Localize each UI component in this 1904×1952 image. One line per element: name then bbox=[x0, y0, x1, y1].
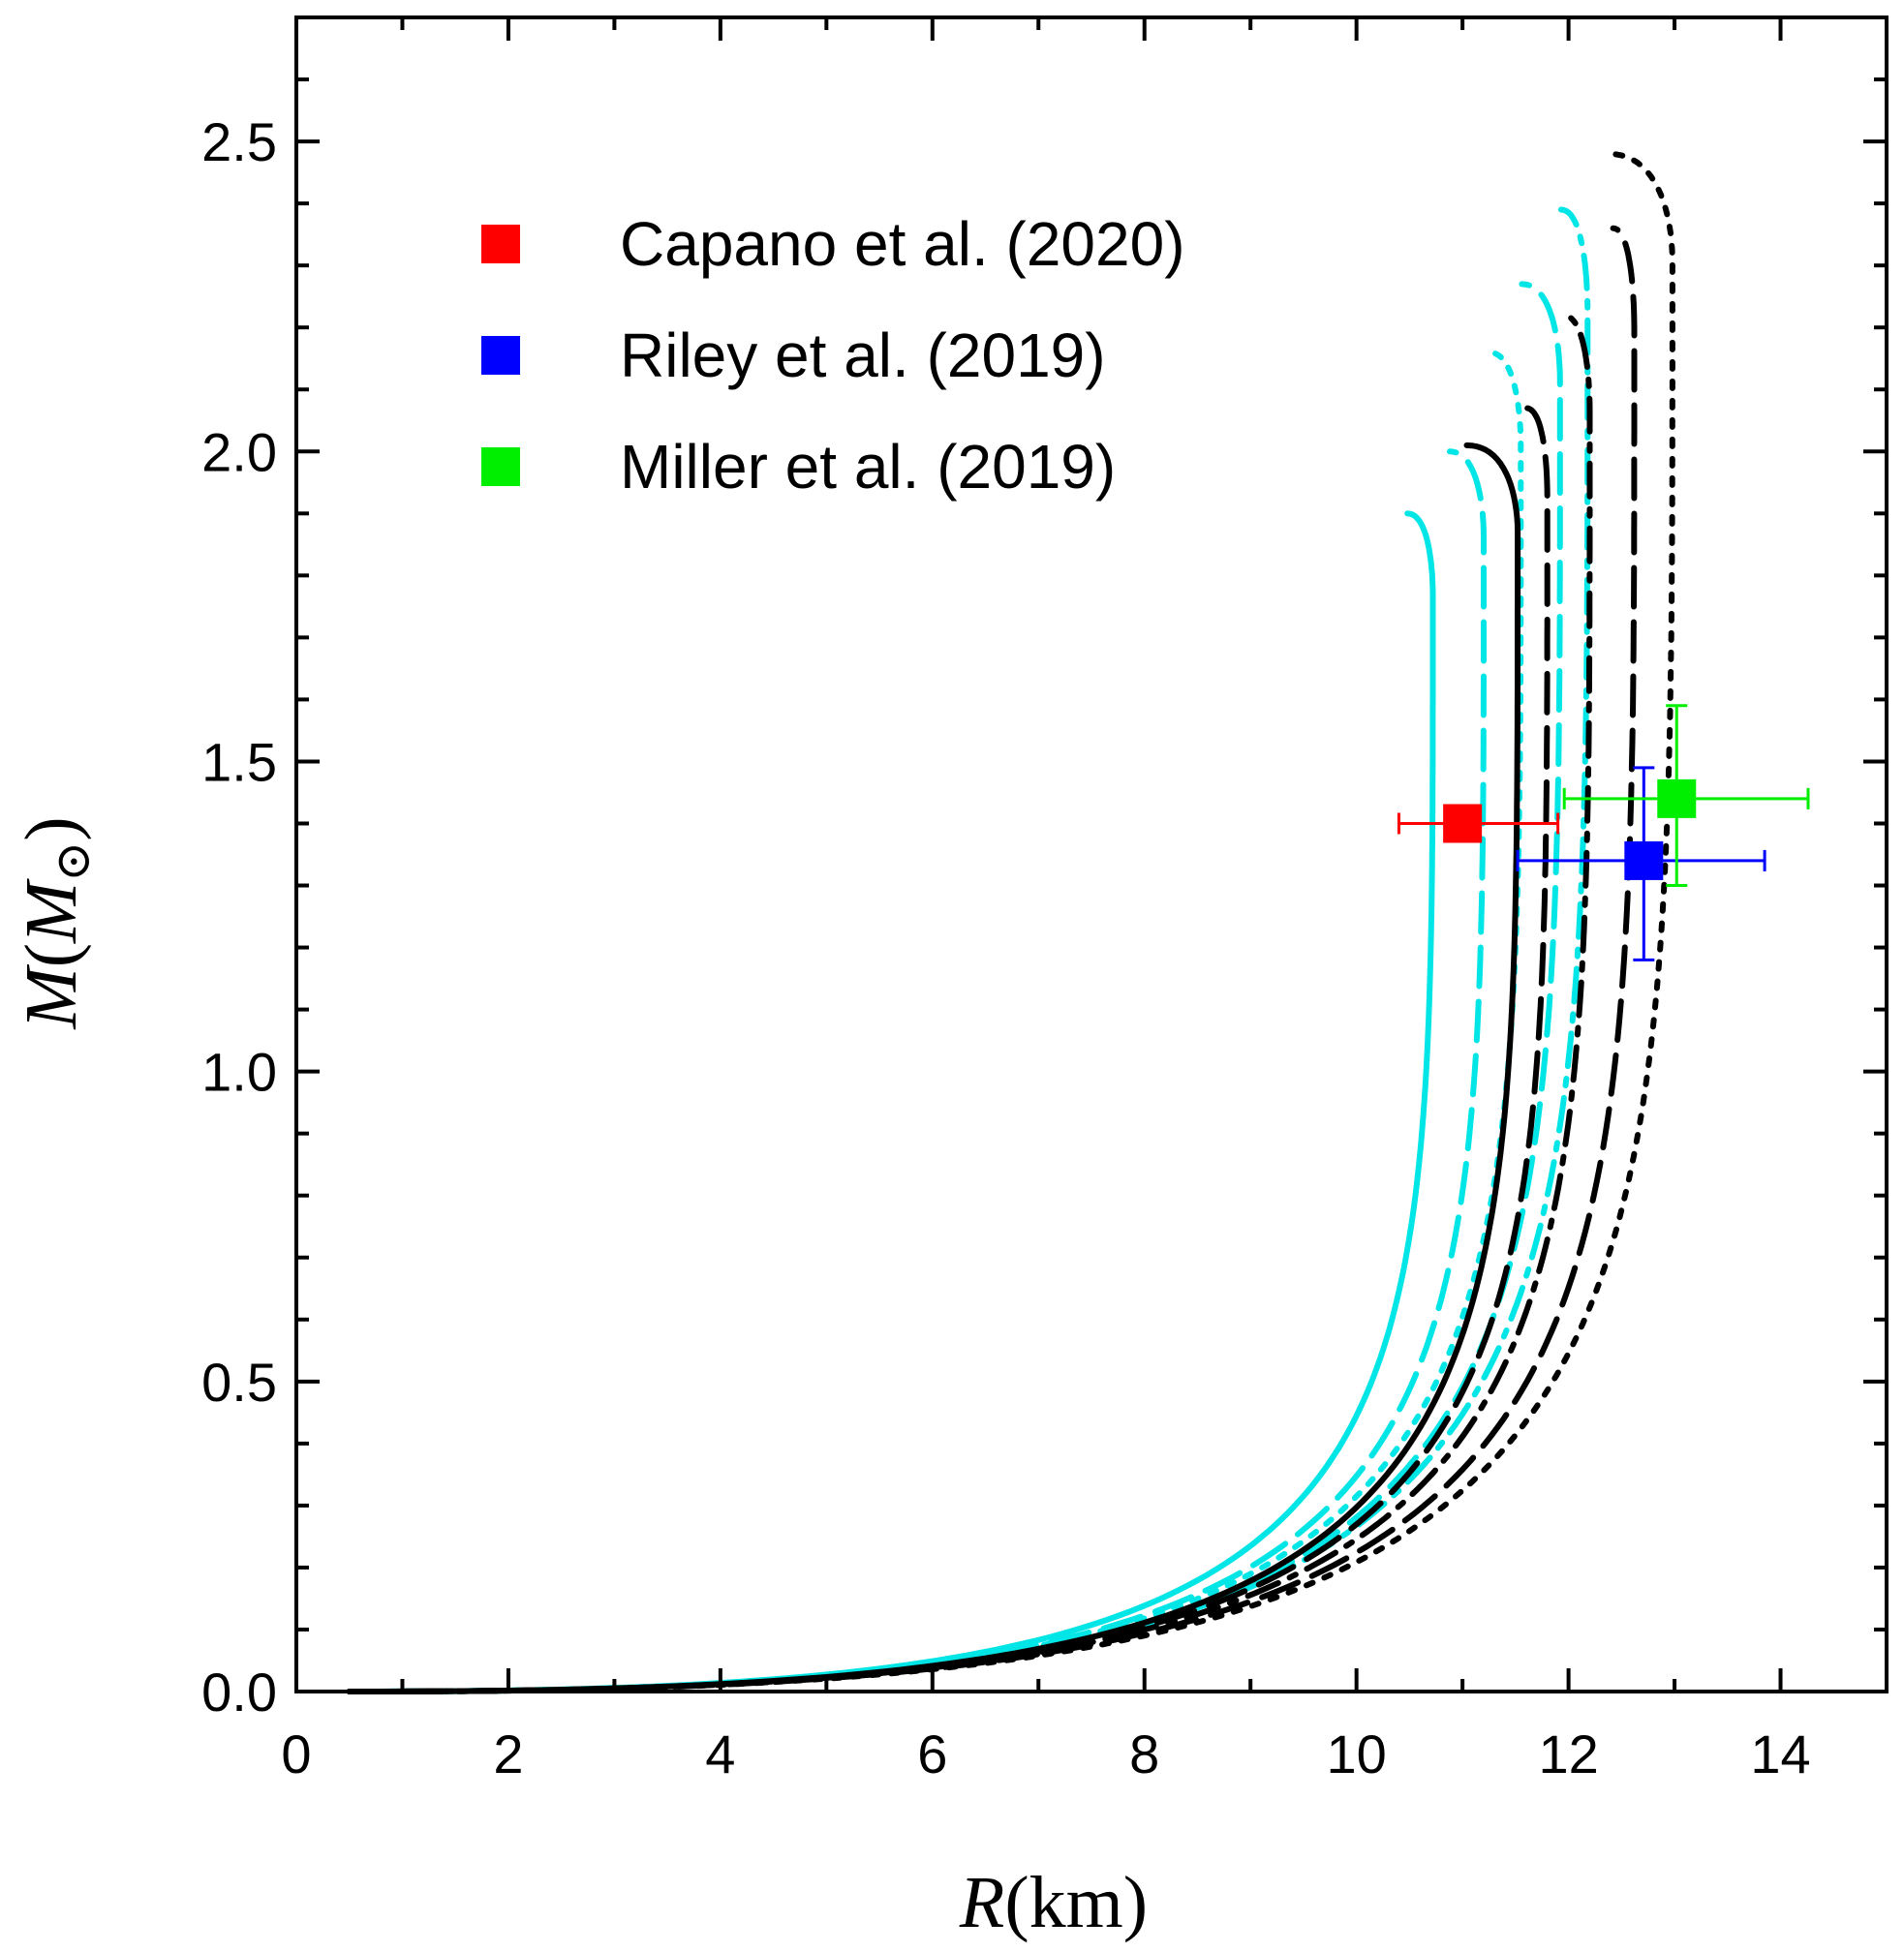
x-tick-label: 10 bbox=[1327, 1723, 1387, 1784]
observation-marker bbox=[1443, 804, 1483, 843]
legend-marker bbox=[481, 336, 520, 375]
legend-marker bbox=[481, 447, 520, 486]
y-tick-label: 2.0 bbox=[201, 421, 277, 482]
x-axis-title: R(km) bbox=[959, 1862, 1148, 1943]
series-cyan-solid bbox=[346, 510, 1436, 1694]
y-tick-label: 1.0 bbox=[201, 1042, 277, 1103]
legend-label: Miller et al. (2019) bbox=[620, 432, 1116, 502]
observation-marker bbox=[1657, 778, 1697, 818]
legend-label: Riley et al. (2019) bbox=[620, 320, 1106, 390]
y-axis-title: M(M⊙) bbox=[11, 816, 100, 1029]
observation-marker bbox=[1624, 840, 1664, 880]
series-cyan-dashed bbox=[346, 448, 1487, 1694]
series-black-dotted bbox=[346, 150, 1675, 1694]
legend: Capano et al. (2020) Riley et al. (2019) M… bbox=[481, 209, 1185, 502]
legend-label: Capano et al. (2020) bbox=[620, 209, 1185, 279]
legend-item: Riley et al. (2019) bbox=[481, 320, 1106, 390]
observation-layer bbox=[1397, 704, 1810, 961]
y-tick-label: 0.5 bbox=[201, 1352, 277, 1413]
x-tick-label: 0 bbox=[281, 1723, 311, 1784]
y-tick-label: 0.0 bbox=[201, 1662, 277, 1723]
y-tick-label: 1.5 bbox=[201, 731, 277, 792]
x-tick-label: 12 bbox=[1538, 1723, 1598, 1784]
observation-point bbox=[1562, 704, 1810, 888]
x-tick-label: 14 bbox=[1750, 1723, 1810, 1784]
plot-frame bbox=[294, 15, 1889, 1693]
legend-item: Miller et al. (2019) bbox=[481, 432, 1116, 502]
x-tick-label: 2 bbox=[493, 1723, 523, 1784]
x-tick-label: 4 bbox=[705, 1723, 735, 1784]
y-tick-label: 2.5 bbox=[201, 111, 277, 172]
legend-item: Capano et al. (2020) bbox=[481, 209, 1185, 279]
x-tick-label: 6 bbox=[917, 1723, 947, 1784]
series-black-dash-dot bbox=[346, 312, 1593, 1694]
axis-ticks: 0 2 4 6 8 10 12 14 0.0 0.5 1.0 1.5 2.0 2.5 bbox=[201, 15, 1889, 1784]
series-black-solid bbox=[346, 442, 1521, 1694]
observation-point bbox=[1397, 804, 1560, 843]
observation-point bbox=[1516, 766, 1766, 961]
series-layer bbox=[346, 150, 1675, 1694]
legend-marker bbox=[481, 225, 520, 263]
x-tick-label: 8 bbox=[1129, 1723, 1159, 1784]
